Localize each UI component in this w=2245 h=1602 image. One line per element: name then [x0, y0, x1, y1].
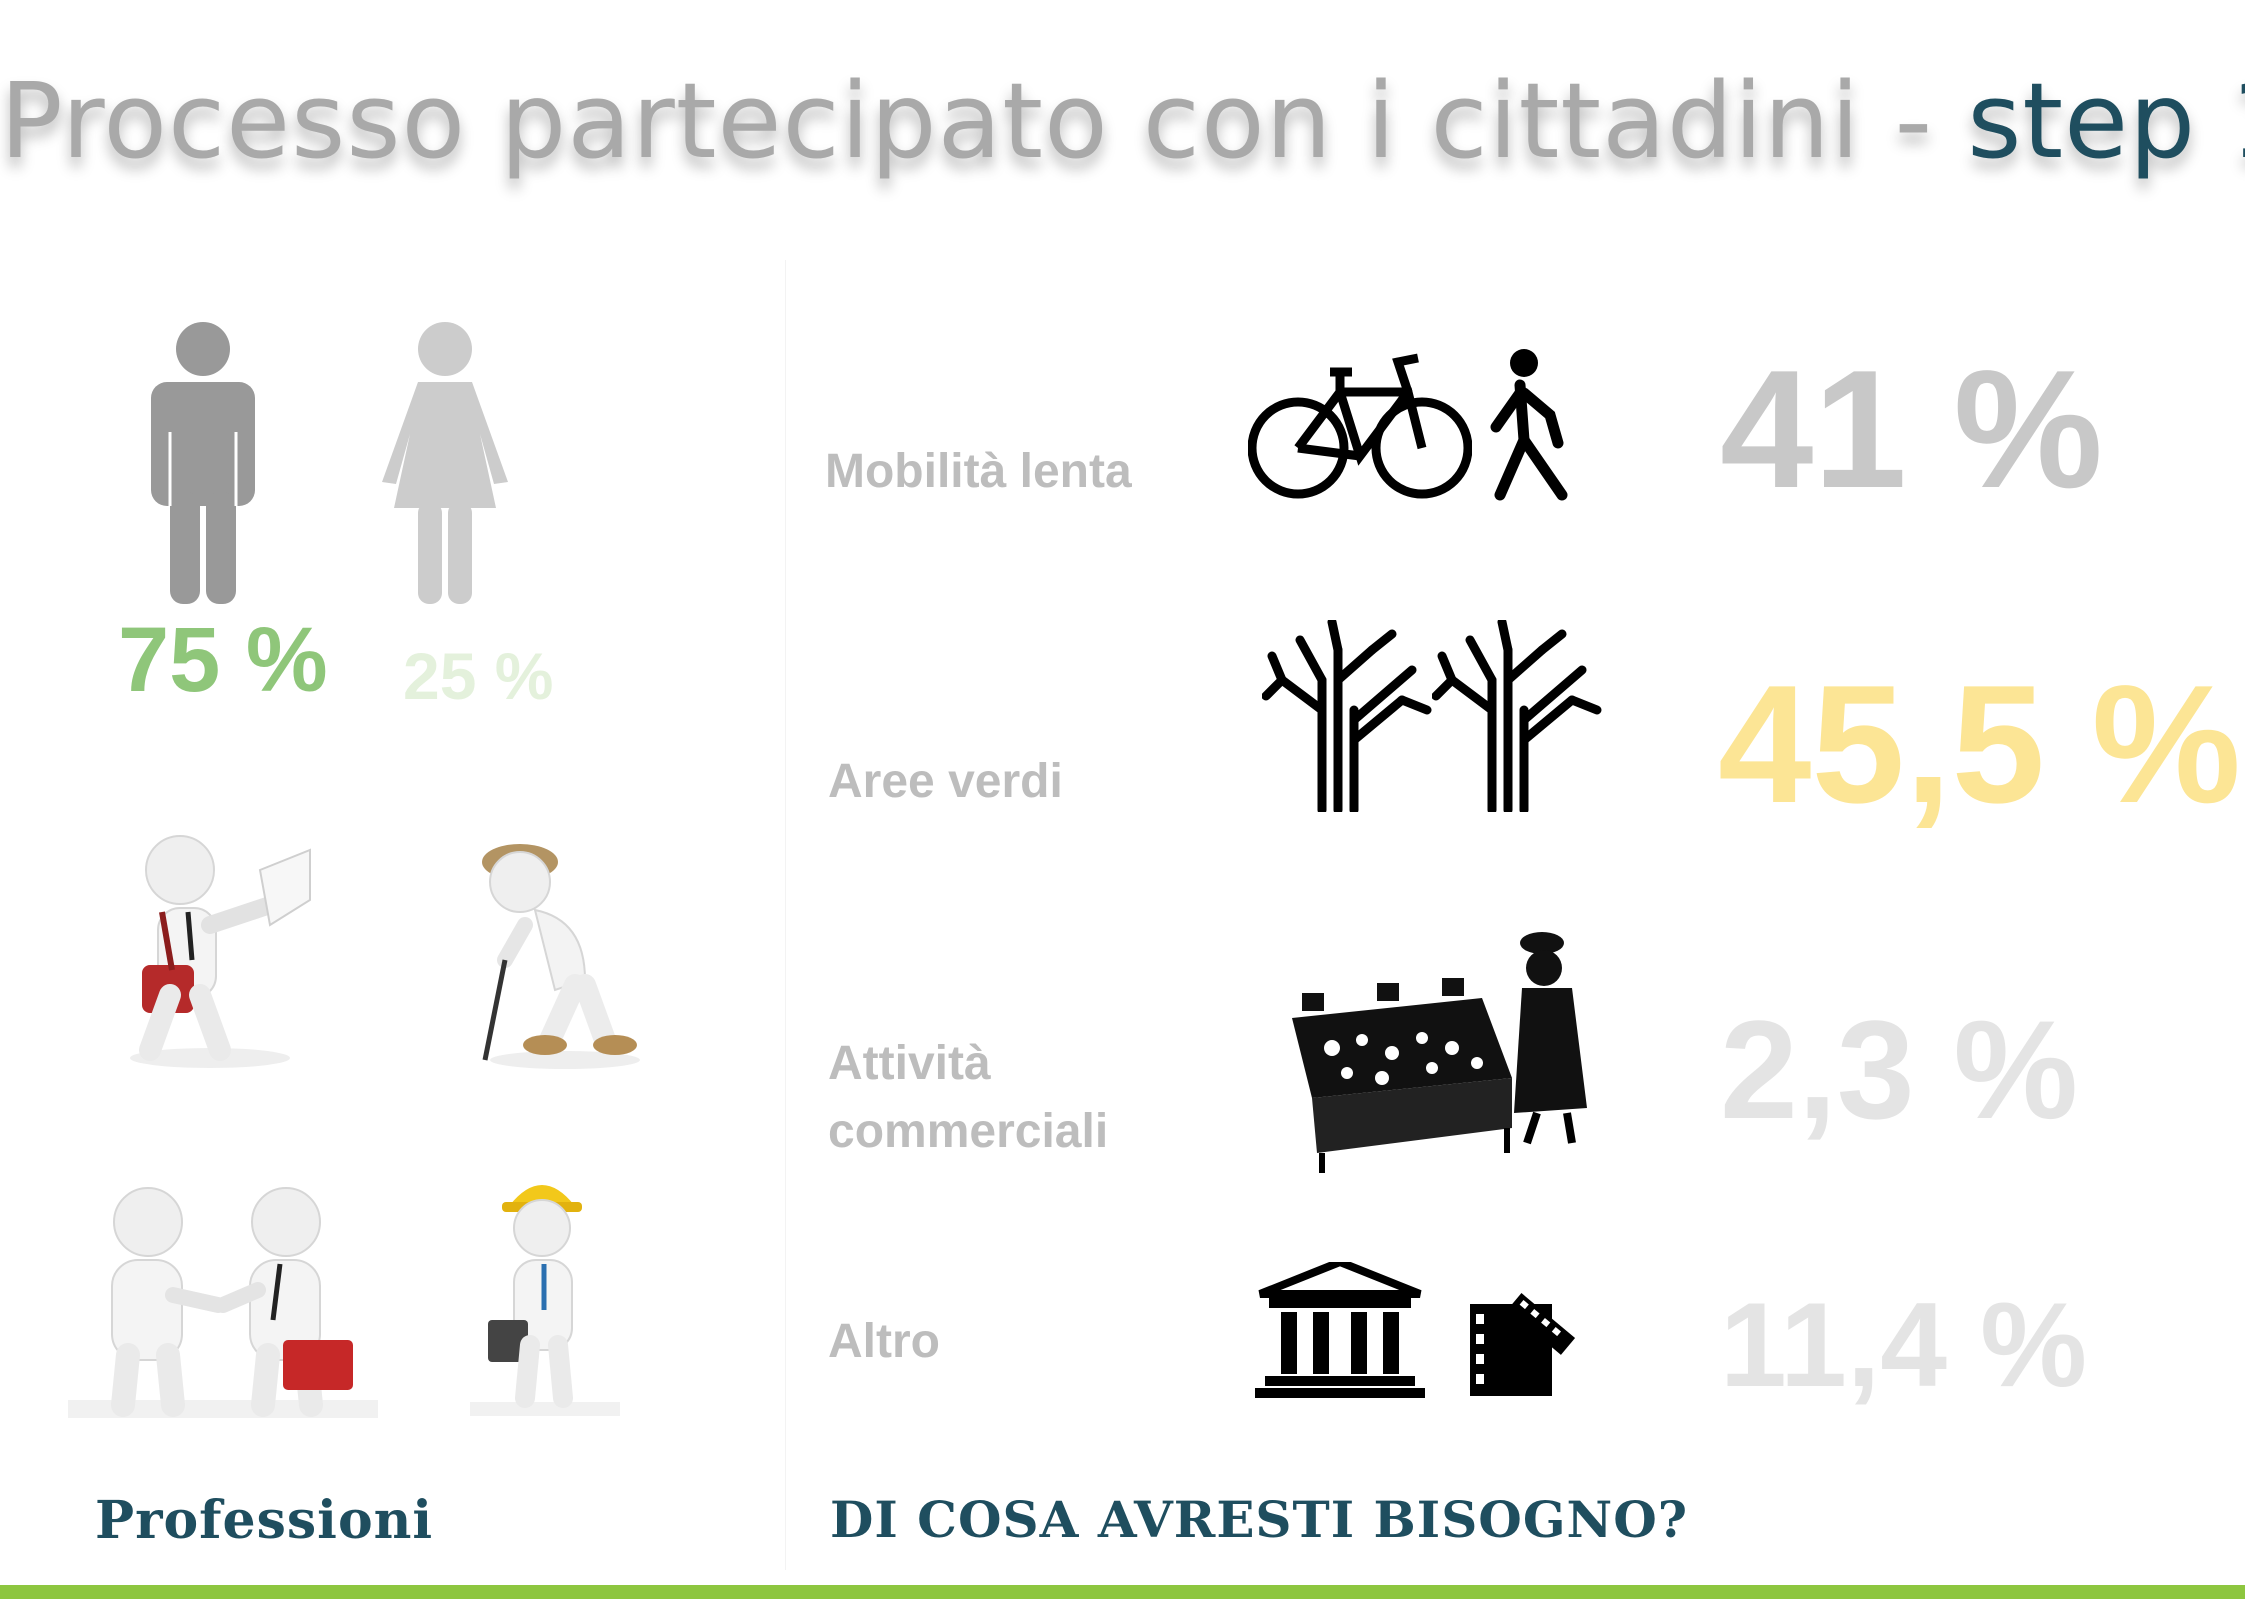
tree-icon	[1432, 620, 1602, 812]
museum-icon	[1255, 1262, 1425, 1398]
percentage-altro: 11,4 %	[1720, 1278, 2087, 1412]
film-icon	[1470, 1293, 1576, 1396]
female-percentage: 25 %	[403, 639, 554, 713]
label-altro: Altro	[828, 1315, 940, 1368]
postman-figure	[130, 835, 311, 1068]
accent-bar	[0, 1585, 2245, 1599]
percentage-mobilita-lenta: 41 %	[1720, 335, 2103, 523]
tree-icon	[1262, 620, 1432, 812]
woman-icon	[382, 322, 508, 604]
label-mobilita-lenta: Mobilità lenta	[825, 445, 1132, 498]
pedestrian-icon	[1490, 349, 1568, 501]
handshake-figures	[68, 1187, 378, 1418]
label-aree-verdi: Aree verdi	[828, 755, 1063, 808]
professions-label: Professioni	[95, 1490, 434, 1551]
man-icon	[151, 322, 255, 604]
needs-question-label: DI COSA AVRESTI BISOGNO?	[830, 1490, 1689, 1549]
elderly-man-figure	[482, 844, 640, 1069]
bicycle-icon	[1248, 353, 1472, 499]
label-attivita-commerciali: Attività commerciali	[828, 1037, 1109, 1158]
market-stall-icon	[1292, 932, 1587, 1173]
column-divider	[785, 260, 786, 1570]
worker-figure	[470, 1185, 620, 1416]
male-percentage: 75 %	[118, 609, 328, 711]
percentage-aree-verdi: 45,5 %	[1718, 650, 2242, 838]
percentage-attivita-commerciali: 2,3 %	[1720, 991, 2078, 1148]
page-title: Processo partecipato con i cittadini - s…	[0, 60, 2245, 182]
